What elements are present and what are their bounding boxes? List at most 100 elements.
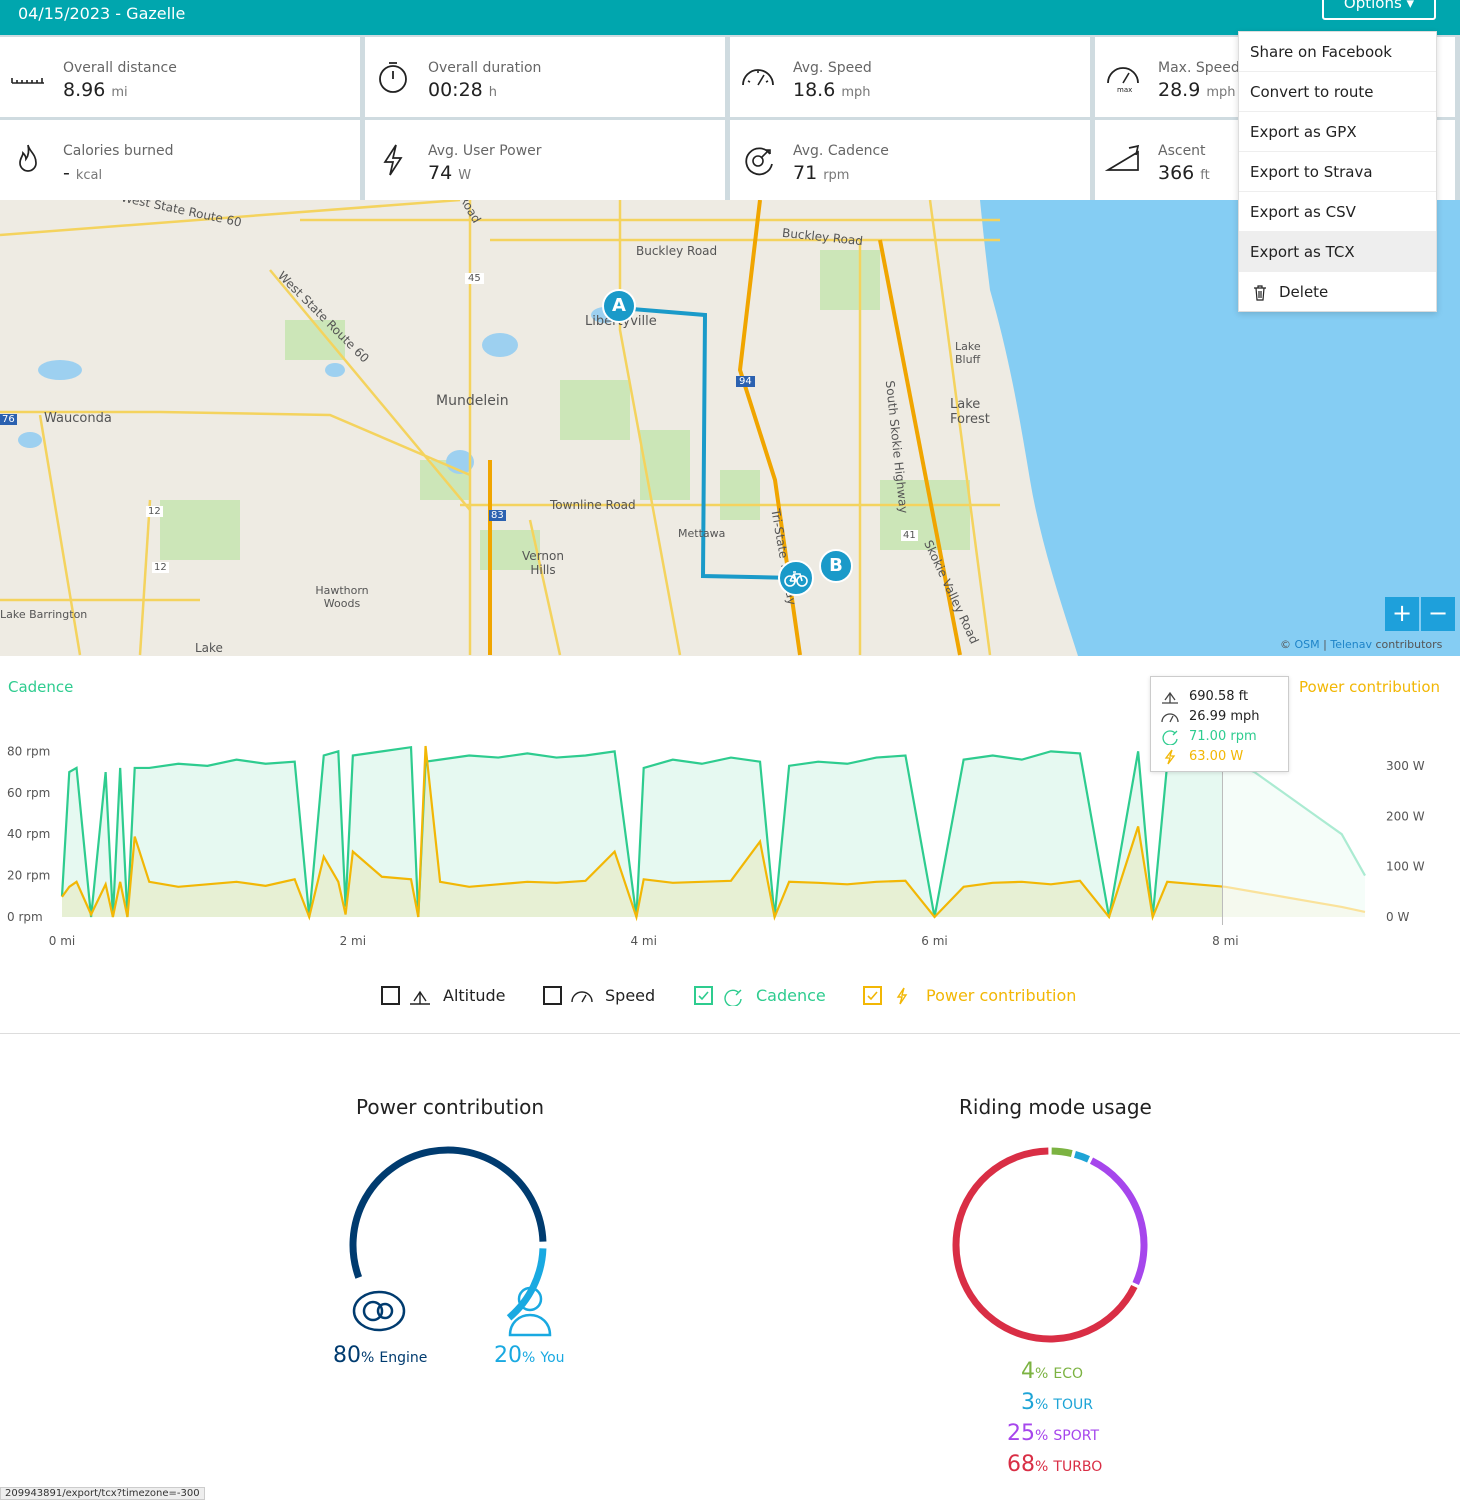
- altitude-icon: [410, 990, 430, 1005]
- menu-item-share-facebook[interactable]: Share on Facebook: [1239, 32, 1436, 72]
- speed-checkbox[interactable]: [543, 986, 562, 1005]
- ruler-icon: [11, 78, 44, 84]
- map-attribution: © OSM | Telenav contributors: [1280, 638, 1443, 651]
- status-url: 209943891/export/tcx?timezone=-300: [0, 1487, 205, 1500]
- altitude-checkbox[interactable]: [381, 986, 400, 1005]
- mode-turbo: 68% TURBO: [1007, 1452, 1103, 1477]
- power-checkbox[interactable]: [863, 986, 882, 1005]
- route-end-marker[interactable]: B: [819, 549, 853, 583]
- map-canvas[interactable]: [0, 200, 1460, 656]
- stat-value: 71 rpm: [793, 162, 850, 184]
- lightning-icon: [383, 144, 403, 176]
- map-label: Lake Barrington: [0, 608, 88, 621]
- map-label: 76: [0, 414, 17, 425]
- map-label: Vernon Hills: [522, 549, 564, 577]
- map-label: 12: [152, 562, 169, 573]
- engine-share: 80% Engine: [333, 1343, 428, 1368]
- map-label: 12: [146, 506, 163, 517]
- stat-label: Overall distance: [63, 60, 177, 76]
- menu-item-export-tcx[interactable]: Export as TCX: [1239, 232, 1436, 272]
- stat-avg-cadence: Avg. Cadence 71 rpm: [730, 120, 1090, 200]
- stat-value: 366 ft: [1158, 162, 1210, 184]
- zoom-in-button[interactable]: +: [1385, 597, 1419, 631]
- x-tick-label: 2 mi: [340, 934, 366, 948]
- x-tick-label: 0 mi: [49, 934, 75, 948]
- stat-calories: Calories burned - kcal: [0, 120, 360, 200]
- cadence-series-line: [60, 745, 1366, 918]
- y-left-tick-label: 80 rpm: [7, 744, 50, 758]
- activity-title: 04/15/2023 - Gazelle: [18, 4, 186, 23]
- bicycle-icon: [784, 571, 808, 587]
- mode-arc-eco: [1051, 1147, 1073, 1157]
- y-right-tick-label: 0 W: [1386, 910, 1409, 924]
- osm-link[interactable]: OSM: [1294, 638, 1320, 651]
- menu-item-export-csv[interactable]: Export as CSV: [1239, 192, 1436, 232]
- map-label: Mettawa: [678, 527, 726, 540]
- y-right-tick-label: 100 W: [1386, 860, 1425, 874]
- menu-item-delete[interactable]: Delete: [1239, 272, 1436, 312]
- engine-arc: [349, 1146, 547, 1279]
- x-tick-label: 6 mi: [921, 934, 947, 948]
- stats-grid: Overall distance 8.96 mi Overall duration…: [0, 35, 1460, 200]
- stat-value: 28.9 mph: [1158, 79, 1236, 101]
- menu-item-export-gpx[interactable]: Export as GPX: [1239, 112, 1436, 152]
- map-label: 45: [465, 273, 484, 284]
- stat-label: Ascent: [1158, 143, 1206, 159]
- rider-icon: [508, 1286, 552, 1337]
- mode-tour: 3% TOUR: [1021, 1390, 1093, 1415]
- telenav-link[interactable]: Telenav: [1330, 638, 1373, 651]
- map-label: Buckley Road: [636, 244, 718, 258]
- zoom-out-button[interactable]: −: [1421, 597, 1455, 631]
- route-map[interactable]: West State Route 60 Road Buckley Road Bu…: [0, 200, 1460, 656]
- mode-arc-tour: [1073, 1151, 1090, 1163]
- you-arc: [506, 1248, 547, 1321]
- mode-sport: 25% SPORT: [1007, 1421, 1100, 1446]
- map-label: 94: [736, 376, 755, 387]
- tooltip-speed: 26.99 mph: [1189, 709, 1260, 724]
- stat-label: Overall duration: [428, 60, 542, 76]
- route-start-marker[interactable]: A: [602, 289, 636, 323]
- speedometer-icon: [742, 69, 774, 86]
- stat-label: Avg. User Power: [428, 143, 542, 159]
- stat-value: 18.6 mph: [793, 79, 871, 101]
- svg-text:max: max: [1117, 86, 1132, 94]
- map-label: Lake: [195, 641, 223, 655]
- cadence-icon: [724, 989, 742, 1006]
- mode-arc-sport: [1089, 1157, 1148, 1285]
- speed-icon: [571, 991, 593, 1003]
- y-left-tick-label: 60 rpm: [7, 786, 50, 800]
- stat-label: Avg. Cadence: [793, 143, 889, 159]
- menu-item-export-strava[interactable]: Export to Strava: [1239, 152, 1436, 192]
- cadence-checkbox[interactable]: [694, 986, 713, 1005]
- options-button[interactable]: Options ▾: [1322, 0, 1436, 20]
- speed-icon: [1161, 713, 1179, 723]
- power-series-line: [61, 745, 1366, 922]
- x-tick-label: 4 mi: [630, 934, 656, 948]
- lightning-icon: [896, 987, 908, 1005]
- x-tick-label: 8 mi: [1212, 934, 1238, 948]
- menu-item-convert-route[interactable]: Convert to route: [1239, 72, 1436, 112]
- altitude-icon: [1162, 691, 1178, 704]
- stat-value: 00:28 h: [428, 79, 498, 101]
- max-speedometer-icon: max: [1107, 67, 1139, 94]
- tooltip-power: 63.00 W: [1189, 749, 1244, 764]
- y-right-tick-label: 200 W: [1386, 809, 1425, 823]
- stat-value: 74 W: [428, 162, 472, 184]
- y-left-tick-label: 20 rpm: [7, 869, 50, 883]
- trash-icon: [1254, 285, 1266, 301]
- engine-icon: [352, 1290, 406, 1332]
- bike-position-marker[interactable]: [778, 560, 814, 596]
- cadence-area: [62, 747, 1365, 917]
- map-label: 41: [901, 530, 918, 541]
- chart-tooltip: 690.58 ft 26.99 mph 71.00 rpm 63.00 W: [1150, 676, 1289, 772]
- tooltip-altitude: 690.58 ft: [1189, 689, 1249, 704]
- stat-avg-speed: Avg. Speed 18.6 mph: [730, 37, 1090, 117]
- lightning-icon: [1164, 749, 1176, 765]
- riding-mode-ring: [952, 1147, 1148, 1343]
- riding-mode-title: Riding mode usage: [959, 1095, 1152, 1119]
- stat-overall-distance: Overall distance 8.96 mi: [0, 37, 360, 117]
- flame-icon: [19, 144, 37, 172]
- stopwatch-icon: [379, 62, 407, 93]
- chart-right-title: Power contribution: [1299, 678, 1441, 696]
- map-label: Lake Bluff: [955, 340, 981, 366]
